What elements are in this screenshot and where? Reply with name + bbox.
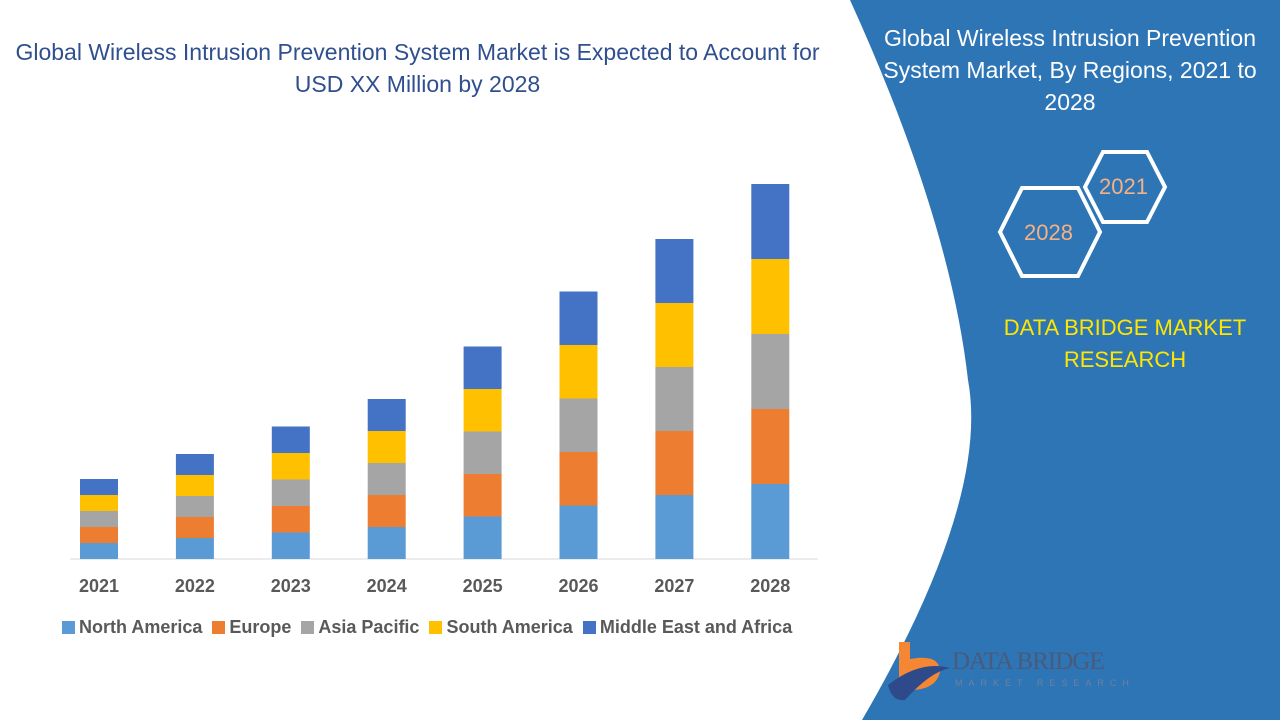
legend-item-middle-east-africa: Middle East and Africa [582, 617, 793, 638]
brand-name: DATA BRIDGE MARKET RESEARCH [1003, 315, 1247, 372]
hex-label-2021: 2021 [1099, 174, 1148, 199]
bar-segment-2022-europe [175, 517, 214, 538]
bar-segment-2026-middle-east-and-africa [559, 291, 598, 345]
bar-segment-2021-middle-east-and-africa [80, 479, 118, 495]
side-panel [850, 0, 1280, 720]
bar-segment-2028-north-america [751, 484, 790, 559]
legend-swatch [301, 621, 315, 634]
legend-label: North America [79, 617, 203, 637]
bar-segment-2027-asia-pacific [655, 367, 694, 431]
legend-swatch [429, 621, 443, 634]
bar-segment-2023-europe [271, 506, 310, 533]
legend-item-south-america: South America [429, 617, 573, 638]
bar-segment-2026-north-america [559, 505, 598, 559]
hexagon-2021 [1082, 150, 1168, 224]
bar-segment-2022-south-america [175, 475, 214, 496]
bar-segment-2027-south-america [655, 303, 694, 367]
bar-segment-2023-asia-pacific [271, 479, 310, 506]
bar-segment-2024-asia-pacific [367, 463, 406, 495]
page-title: Global Wireless Intrusion Prevention Sys… [15, 39, 820, 97]
logo-icon [888, 642, 950, 701]
x-tick-label: 2026 [558, 576, 599, 596]
bar-segment-2025-europe [463, 474, 502, 517]
bar-segment-2025-asia-pacific [463, 431, 502, 474]
bar-segment-2024-south-america [367, 431, 406, 463]
x-tick-label: 2021 [78, 576, 120, 596]
legend-swatch [212, 621, 226, 634]
bar-segment-2021-north-america [80, 543, 118, 559]
bar-segment-2026-asia-pacific [559, 398, 598, 452]
bar-segment-2024-north-america [367, 527, 406, 559]
x-tick-label: 2025 [462, 576, 503, 596]
bar-segment-2028-middle-east-and-africa [751, 184, 790, 259]
bar-segment-2026-south-america [559, 345, 598, 399]
legend-item-asia-pacific: Asia Pacific [301, 617, 419, 638]
bar-segment-2021-europe [80, 527, 118, 543]
legend-label: Europe [229, 617, 292, 637]
bar-segment-2024-middle-east-and-africa [367, 399, 406, 431]
legend-swatch [62, 621, 75, 634]
legend-label: Middle East and Africa [599, 617, 793, 637]
bar-segment-2028-south-america [751, 259, 790, 334]
bar-segment-2025-middle-east-and-africa [463, 346, 502, 389]
bar-segment-2023-south-america [271, 453, 310, 480]
bar-segment-2022-north-america [175, 538, 214, 559]
bar-segment-2027-europe [655, 431, 694, 495]
x-tick-label: 2024 [366, 576, 407, 596]
legend-label: Asia Pacific [318, 617, 420, 637]
bar-segment-2027-middle-east-and-africa [655, 239, 694, 303]
bar-segment-2025-north-america [463, 516, 502, 559]
x-tick-label: 2022 [174, 576, 215, 596]
hex-label-2028: 2028 [1024, 220, 1073, 245]
bar-segment-2027-north-america [655, 495, 694, 559]
bar-segment-2022-middle-east-and-africa [175, 454, 214, 475]
legend-item-europe: Europe [212, 617, 291, 638]
bar-segment-2023-north-america [271, 532, 310, 559]
logo-text: DATA BRIDGE [952, 648, 1105, 675]
bar-segment-2021-south-america [80, 495, 118, 511]
hexagon-2028 [997, 186, 1103, 278]
bars-group [80, 184, 790, 559]
legend: North America Europe Asia Pacific South … [62, 617, 792, 638]
x-tick-label: 2028 [750, 576, 791, 596]
bar-segment-2023-middle-east-and-africa [271, 426, 310, 453]
legend-label: South America [446, 617, 573, 637]
side-panel-title: Global Wireless Intrusion Prevention Sys… [883, 25, 1257, 115]
bar-segment-2024-europe [367, 495, 406, 527]
logo-subtext: MARKET RESEARCH [955, 678, 1135, 688]
bar-segment-2028-asia-pacific [751, 334, 790, 409]
x-tick-label: 2023 [270, 576, 311, 596]
x-tick-label: 2027 [654, 576, 695, 596]
bar-segment-2025-south-america [463, 389, 502, 432]
bar-segment-2022-asia-pacific [175, 496, 214, 517]
bar-segment-2026-europe [559, 452, 598, 506]
legend-item-north-america: North America [62, 617, 202, 638]
legend-swatch [582, 621, 596, 634]
bar-segment-2028-europe [751, 409, 790, 484]
bar-segment-2021-asia-pacific [80, 511, 118, 527]
